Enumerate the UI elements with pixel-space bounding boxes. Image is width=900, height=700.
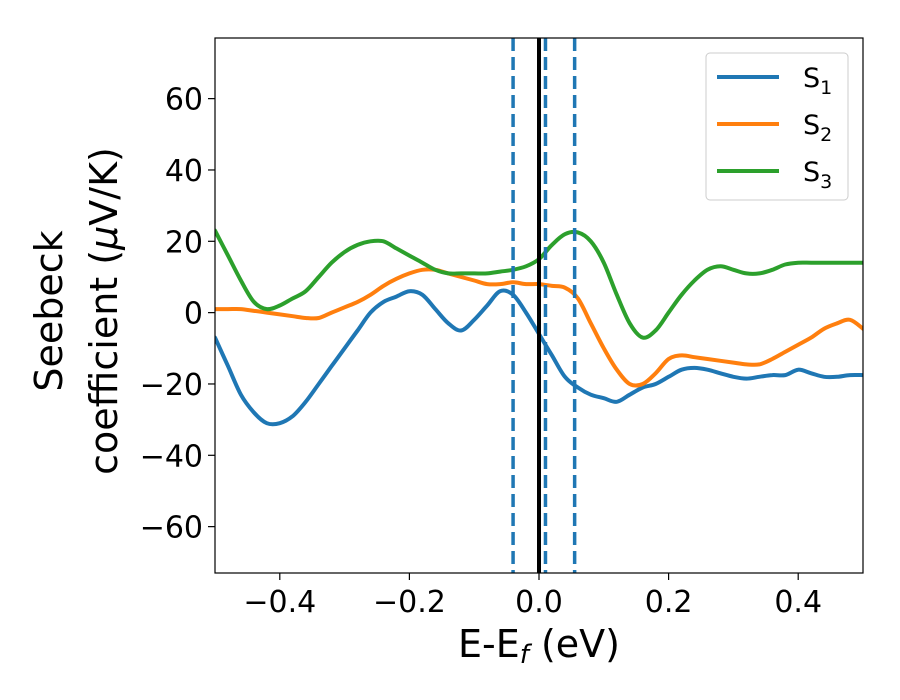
x-tick-label: 0.0 — [515, 585, 563, 620]
legend: S1 S2 S3 — [705, 52, 849, 201]
x-tick-label: 0.4 — [774, 585, 822, 620]
x-tick-label: −0.4 — [243, 585, 316, 620]
y-tick-label: 60 — [165, 83, 203, 118]
y-axis-title: Seebeck coefficient (μV/K) — [27, 147, 126, 475]
legend-box — [705, 52, 849, 201]
y-tick-label: −20 — [140, 368, 203, 403]
x-axis-ticks: −0.4 −0.2 0.0 0.2 0.4 — [243, 573, 822, 620]
x-tick-label: 0.2 — [645, 585, 693, 620]
y-tick-label: −40 — [140, 439, 203, 474]
vline-layer — [511, 38, 577, 573]
y-tick-label: 40 — [165, 154, 203, 189]
y-tick-label: 0 — [184, 297, 203, 332]
legend-label-s3: S3 — [803, 157, 832, 193]
legend-label-s1: S1 — [803, 63, 832, 99]
y-axis-ticks: 60 40 20 0 −20 −40 −60 — [140, 83, 215, 546]
y-axis-title-line1: Seebeck — [27, 230, 71, 391]
y-tick-label: −60 — [140, 511, 203, 546]
y-tick-label: 20 — [165, 225, 203, 260]
y-axis-title-line2: coefficient (μV/K) — [82, 147, 126, 475]
legend-label-s2: S2 — [803, 110, 832, 146]
x-tick-label: −0.2 — [373, 585, 446, 620]
x-axis-title: E-Ef (eV) — [458, 622, 620, 670]
